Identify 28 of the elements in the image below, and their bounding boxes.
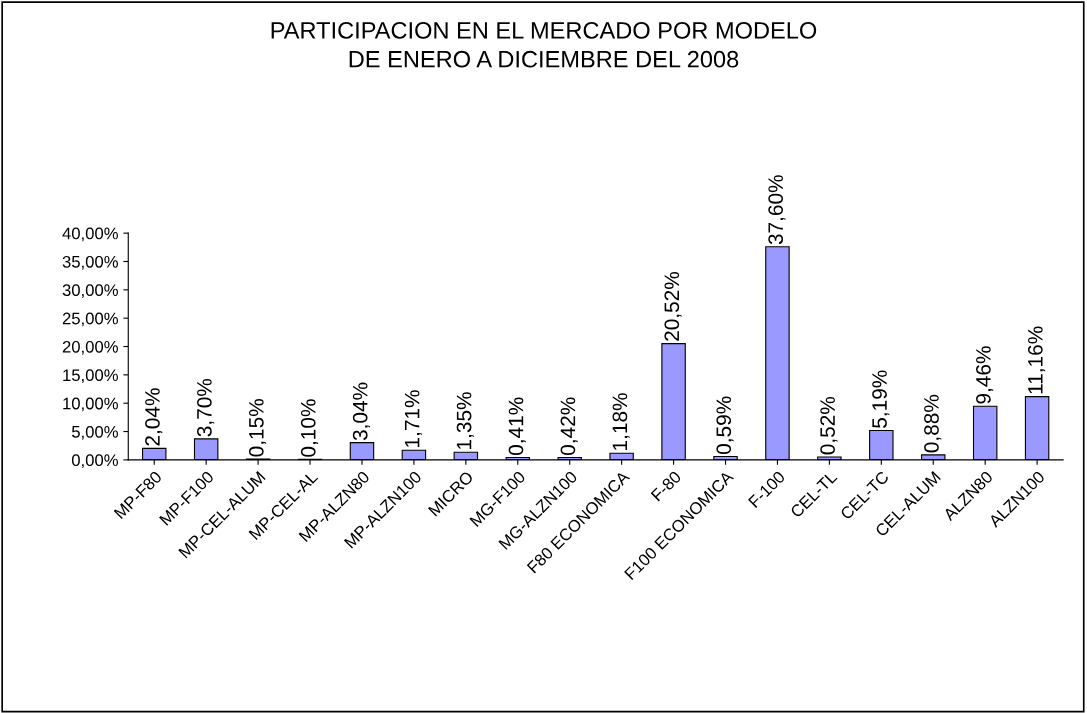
y-tick-label: 25,00% bbox=[62, 312, 118, 327]
data-label: 1,71% bbox=[404, 390, 422, 447]
data-label: 0,15% bbox=[248, 399, 267, 457]
data-label: 5,19% bbox=[872, 370, 890, 428]
chart-title: PARTICIPACION EN EL MERCADO POR MODELO DE ENERO A DICIEMBRE DEL 2008 bbox=[271, 22, 817, 68]
data-label: 0,41% bbox=[508, 397, 526, 456]
y-tick-label: 5,00% bbox=[71, 425, 118, 440]
y-tick-label: 40,00% bbox=[62, 227, 118, 242]
data-label: 0,52% bbox=[820, 396, 838, 455]
y-tick-label: 35,00% bbox=[62, 255, 118, 270]
data-label: 2,04% bbox=[145, 388, 163, 446]
data-label: 1,18% bbox=[612, 393, 630, 450]
data-label: 11,16% bbox=[1027, 326, 1046, 394]
y-tick-label: 30,00% bbox=[62, 284, 118, 299]
data-label: 9,46% bbox=[976, 346, 994, 404]
data-label: 0,88% bbox=[924, 394, 942, 453]
y-tick-label: 0,00% bbox=[71, 454, 118, 469]
data-label: 20,52% bbox=[664, 271, 682, 341]
data-label: 0,59% bbox=[716, 396, 734, 455]
data-label: 3,04% bbox=[352, 382, 371, 441]
data-label: 37,60% bbox=[768, 175, 786, 245]
y-tick-label: 15,00% bbox=[63, 369, 118, 384]
data-label: 3,70% bbox=[197, 378, 215, 437]
y-tick-label: 10,00% bbox=[63, 397, 118, 412]
y-tick-label: 20,00% bbox=[62, 340, 118, 355]
data-label: 1,35% bbox=[456, 392, 474, 449]
data-label: 0,10% bbox=[300, 399, 319, 457]
data-label: 0,42% bbox=[560, 397, 578, 455]
